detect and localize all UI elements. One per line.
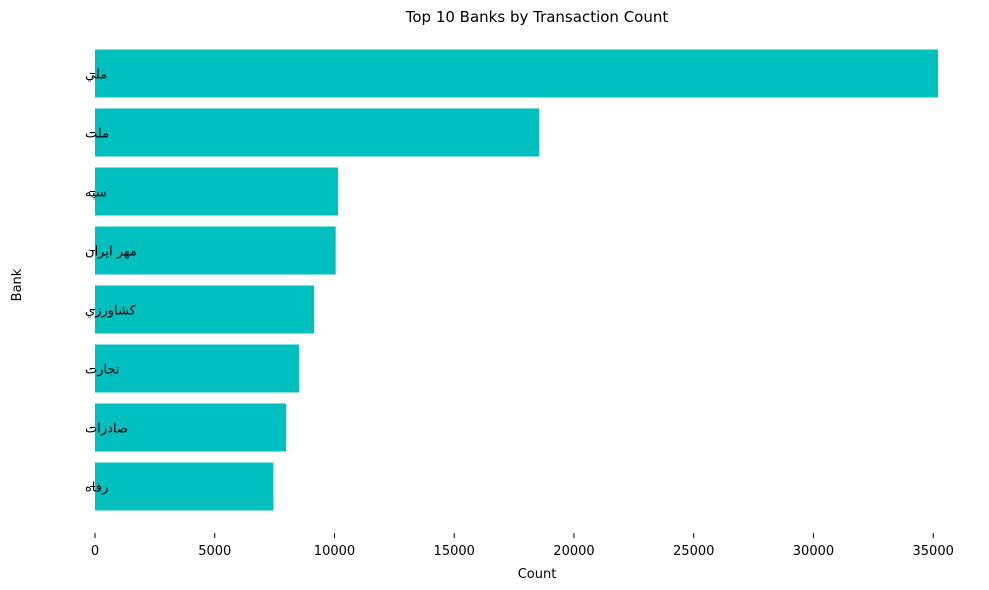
x-tick-label: 30000 [793, 544, 834, 559]
y-tick-label: سپه [85, 186, 107, 201]
x-axis: 0 5000 10000 15000 20000 25000 30000 35000 [91, 533, 954, 559]
x-tick-label: 35000 [913, 544, 954, 559]
y-tick-label: ملي [85, 68, 107, 83]
x-axis-label: Count [518, 567, 557, 582]
y-tick-label: مهر ايران [85, 245, 137, 260]
y-tick-label: ملت [85, 127, 109, 142]
y-tick-labels: ملي ملت سپه مهر ايران كشاورزي تجارت صادرات رفاه [85, 68, 137, 496]
x-tick-label: 10000 [314, 544, 355, 559]
x-tick-label: 5000 [198, 544, 231, 559]
bar-7 [95, 462, 274, 511]
y-tick-label: تجارت [85, 363, 120, 378]
x-tick-label: 0 [91, 544, 99, 559]
bar-1 [95, 108, 540, 157]
bar-0 [95, 49, 938, 98]
y-tick-label: رفاه [85, 481, 108, 496]
x-tick-label: 15000 [434, 544, 475, 559]
y-tick-label: كشاورزي [85, 304, 137, 319]
x-tick-label: 20000 [553, 544, 594, 559]
bar-2 [95, 167, 339, 216]
bar-5 [95, 344, 300, 393]
y-tick-label: صادرات [85, 422, 128, 437]
y-axis-label: Bank [10, 268, 25, 301]
bar-4 [95, 285, 315, 334]
bar-6 [95, 403, 287, 452]
bar-3 [95, 226, 336, 275]
chart-title: Top 10 Banks by Transaction Count [405, 8, 669, 26]
x-tick-label: 25000 [673, 544, 714, 559]
bars-group [95, 49, 938, 511]
